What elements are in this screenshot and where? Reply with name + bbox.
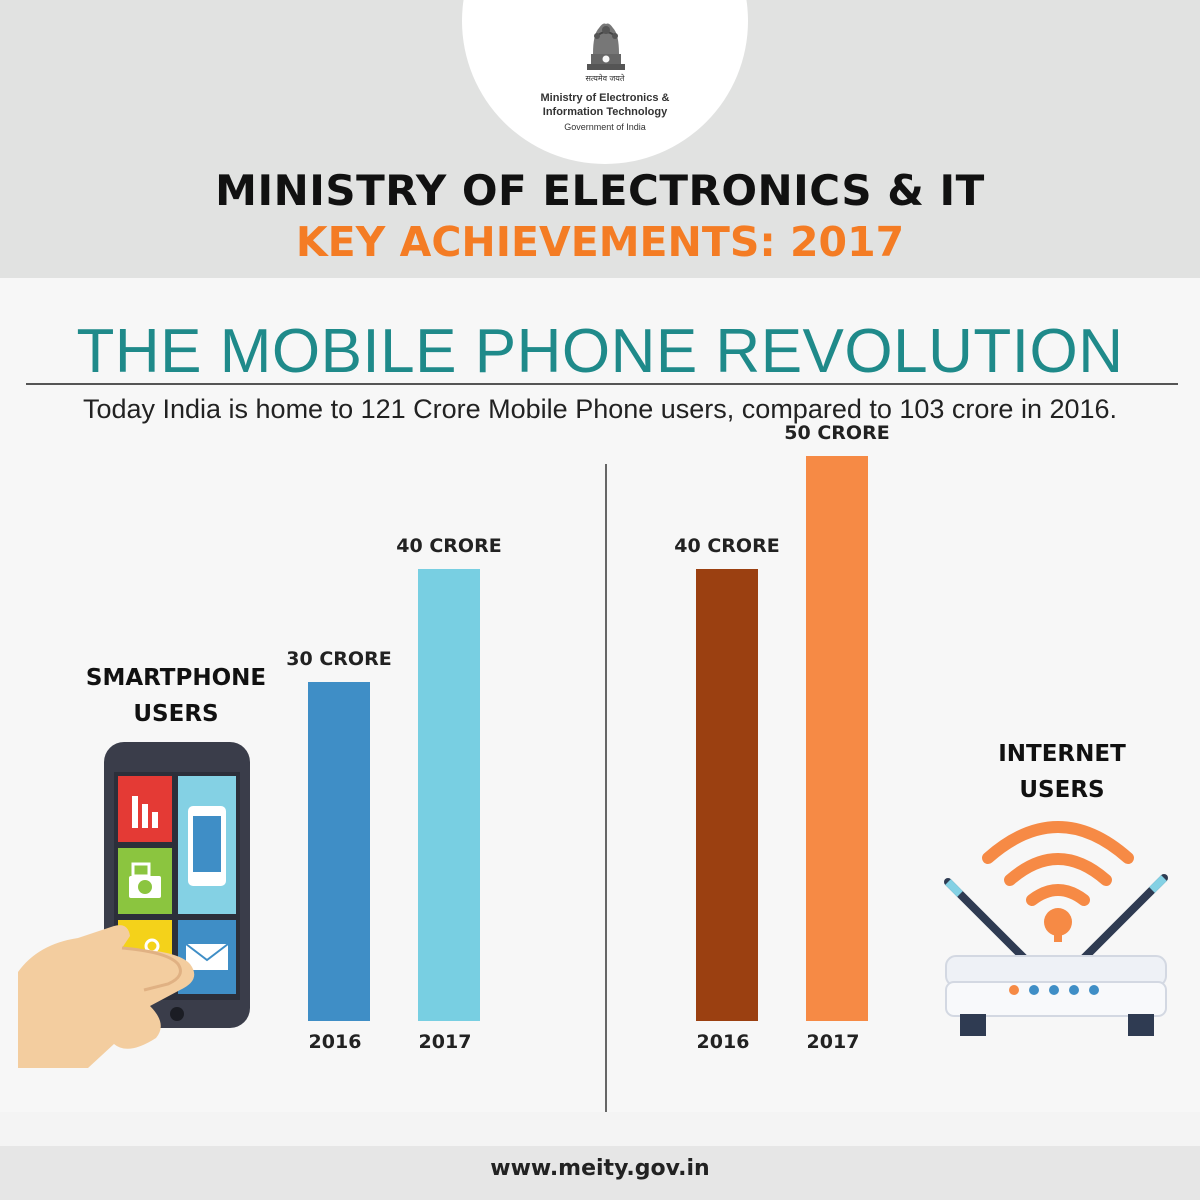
internet-bar-2017: [806, 456, 868, 1021]
section-summary: Today India is home to 121 Crore Mobile …: [82, 394, 1118, 424]
internet-title-line2: USERS: [1019, 777, 1105, 803]
smartphone-bar-2017: [418, 569, 480, 1021]
internet-value-label-2016: 40 CRORE: [674, 535, 780, 557]
chart-divider: [605, 464, 607, 1112]
smartphone-icon: [18, 742, 250, 1068]
national-emblem-icon: [587, 23, 625, 70]
emblem-motto: सत्यमेव जयते: [585, 74, 625, 83]
ministry-name-line1: Ministry of Electronics &: [540, 92, 670, 104]
internet-chart-title: INTERNET USERS: [942, 736, 1182, 808]
headline-divider: [26, 383, 1178, 385]
smartphone-title-line2: USERS: [133, 701, 219, 727]
internet-bar-2016: [696, 569, 758, 1021]
ministry-name-line2: Information Technology: [542, 106, 668, 118]
footer-url[interactable]: www.meity.gov.in: [490, 1156, 710, 1181]
footer-band: [0, 1146, 1200, 1200]
smartphone-value-label-2016: 30 CRORE: [286, 648, 392, 670]
smartphone-year-label-2016: 2016: [308, 1031, 362, 1053]
internet-year-label-2017: 2017: [806, 1031, 860, 1053]
smartphone-year-label-2017: 2017: [418, 1031, 472, 1053]
wifi-router-icon: [944, 821, 1168, 1036]
internet-value-label-2017: 50 CRORE: [784, 422, 890, 444]
section-headline: THE MOBILE PHONE REVOLUTION: [76, 317, 1124, 386]
page-title: MINISTRY OF ELECTRONICS & IT: [215, 166, 985, 215]
smartphone-title-line1: SMARTPHONE: [85, 665, 267, 691]
smartphone-bar-2016: [308, 682, 370, 1021]
page-subtitle: KEY ACHIEVEMENTS: 2017: [295, 218, 905, 266]
smartphone-chart-title: SMARTPHONE USERS: [56, 660, 296, 732]
internet-title-line1: INTERNET: [998, 741, 1126, 767]
smartphone-value-label-2017: 40 CRORE: [396, 535, 502, 557]
government-label: Government of India: [564, 122, 646, 132]
internet-year-label-2016: 2016: [696, 1031, 750, 1053]
